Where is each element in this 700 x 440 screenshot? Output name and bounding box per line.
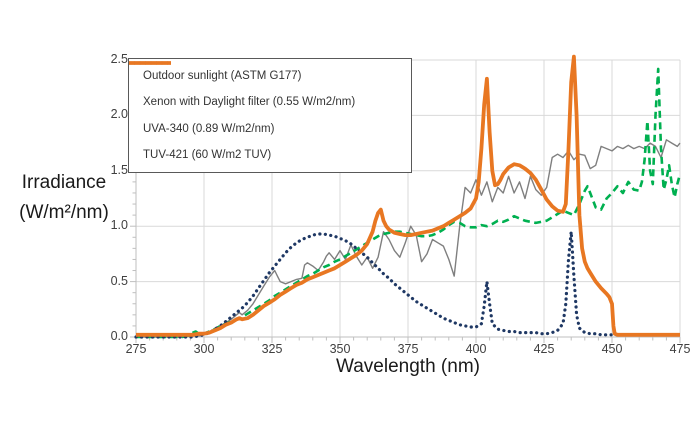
legend: Outdoor sunlight (ASTM G177) Xenon with …: [128, 58, 412, 173]
x-tick-label: 400: [465, 342, 487, 356]
series-line-0: [136, 139, 681, 338]
x-tick-label: 450: [601, 342, 623, 356]
x-tick-label: 350: [329, 342, 351, 356]
y-axis-title-line2: (W/m²/nm): [19, 202, 109, 223]
legend-item-outdoor-sunlight: Outdoor sunlight (ASTM G177): [129, 62, 411, 83]
y-tick-label: 2.0: [110, 107, 128, 122]
legend-label: Outdoor sunlight (ASTM G177): [143, 70, 302, 83]
x-tick-label: 300: [193, 342, 215, 356]
x-axis-title: Wavelength (nm): [336, 356, 480, 377]
legend-label: UVA-340 (0.89 W/m2/nm): [143, 122, 275, 135]
x-tick-label: 275: [125, 342, 147, 356]
legend-label: TUV-421 (60 W/m2 TUV): [143, 148, 272, 161]
legend-item-uva340: UVA-340 (0.89 W/m2/nm): [129, 61, 411, 135]
x-tick-label: 475: [669, 342, 691, 356]
y-tick-label: 0.5: [110, 273, 128, 288]
y-tick-label: 0.0: [110, 329, 128, 343]
legend-item-tuv421: TUV-421 (60 W/m2 TUV): [129, 61, 411, 161]
legend-item-xenon: Xenon with Daylight filter (0.55 W/m2/nm…: [129, 61, 411, 109]
series-line-3: [136, 54, 680, 337]
y-axis-title-line1: Irradiance: [21, 172, 107, 193]
y-tick-label: 1.5: [110, 162, 128, 177]
legend-label: Xenon with Daylight filter (0.55 W/m2/nm…: [143, 96, 356, 109]
y-tick-label: 1.0: [110, 218, 128, 233]
y-axis-title: Irradiance (W/m²/nm): [4, 168, 124, 228]
series-line-2: [134, 230, 619, 339]
x-tick-label: 325: [261, 342, 283, 356]
x-tick-label: 425: [533, 342, 555, 356]
y-tick-label: 2.5: [110, 52, 128, 66]
x-tick-label: 375: [397, 342, 419, 356]
series-line-1: [136, 67, 682, 339]
legend-line-sample: [129, 61, 171, 65]
